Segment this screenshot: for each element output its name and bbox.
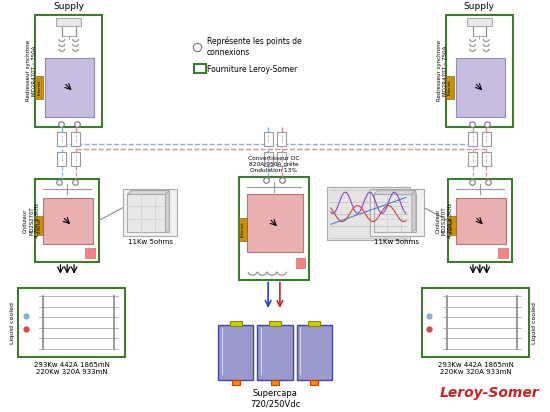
Bar <box>18 288 125 357</box>
Bar <box>123 189 177 236</box>
Text: Supply: Supply <box>464 2 495 11</box>
Bar <box>264 152 273 166</box>
Bar <box>232 380 240 385</box>
Bar <box>246 194 304 252</box>
Text: Ethernet: Ethernet <box>37 80 41 96</box>
Text: 11Kw 5ohms: 11Kw 5ohms <box>128 239 173 246</box>
Text: Leroy-Somer: Leroy-Somer <box>439 386 539 400</box>
Bar <box>257 325 293 380</box>
Bar <box>448 216 456 234</box>
Bar <box>446 76 454 99</box>
Bar <box>482 132 491 145</box>
Text: Ethernet: Ethernet <box>241 222 245 237</box>
Text: Liquid cooled: Liquid cooled <box>10 302 15 344</box>
Bar <box>277 152 286 166</box>
Bar <box>71 152 80 166</box>
Bar <box>57 152 66 166</box>
Bar <box>446 14 513 127</box>
Bar <box>498 248 508 258</box>
Text: Ethernet: Ethernet <box>450 218 454 233</box>
Text: Fourniture Leroy-Somer: Fourniture Leroy-Somer <box>207 65 297 74</box>
Bar <box>56 19 81 26</box>
Bar <box>57 132 66 145</box>
Bar <box>422 288 529 357</box>
Bar <box>35 179 99 262</box>
Bar <box>85 248 95 258</box>
Bar <box>456 199 506 244</box>
Bar <box>45 58 94 117</box>
Bar <box>71 132 80 145</box>
Bar <box>374 194 416 232</box>
Bar <box>35 14 102 127</box>
Bar <box>35 76 43 99</box>
Text: 11Kw 5ohms: 11Kw 5ohms <box>374 239 419 246</box>
Text: Supply: Supply <box>53 2 84 11</box>
Bar <box>218 325 254 380</box>
Bar <box>35 216 43 234</box>
Bar <box>482 152 491 166</box>
Bar <box>230 321 242 326</box>
Bar <box>308 321 320 326</box>
Bar <box>468 132 477 145</box>
Bar <box>277 132 286 145</box>
Bar <box>296 325 332 380</box>
Bar <box>456 58 505 117</box>
Bar <box>128 194 169 232</box>
Text: Onduleur
MD2S270T
4,70A à 3KHz: Onduleur MD2S270T 4,70A à 3KHz <box>23 203 40 238</box>
Bar <box>327 187 410 241</box>
Text: Onduleur
MD2S270T
4,70A à 3KHz: Onduleur MD2S270T 4,70A à 3KHz <box>436 203 453 238</box>
Text: Ethernet: Ethernet <box>37 218 41 233</box>
Text: Convertisseur DC
820A/950A crête
Ondulation 13%: Convertisseur DC 820A/950A crête Ondulat… <box>248 157 300 173</box>
Bar <box>269 321 281 326</box>
Bar <box>239 177 309 280</box>
Bar <box>466 19 492 26</box>
Text: Ethernet: Ethernet <box>448 80 452 96</box>
Bar <box>194 64 206 73</box>
Bar <box>43 199 93 244</box>
Text: 293Kw 442A 1865mN
220Kw 320A 933mN: 293Kw 442A 1865mN 220Kw 320A 933mN <box>34 362 109 375</box>
Bar <box>448 179 512 262</box>
Bar <box>264 132 273 145</box>
Text: Représente les points de
connexions: Représente les points de connexions <box>207 37 301 57</box>
Text: Redresseur synchrone
MD2R470T – 750A: Redresseur synchrone MD2R470T – 750A <box>437 40 448 101</box>
Bar <box>295 258 305 268</box>
Text: 293Kw 442A 1865mN
220Kw 320A 933mN: 293Kw 442A 1865mN 220Kw 320A 933mN <box>437 362 513 375</box>
Text: Redresseur synchrone
MD2R470T – 750A: Redresseur synchrone MD2R470T – 750A <box>26 40 37 101</box>
Text: Liquid cooled: Liquid cooled <box>532 302 537 344</box>
Bar <box>239 218 246 241</box>
Text: Supercapa
720/250Vdc: Supercapa 720/250Vdc <box>250 389 300 408</box>
Bar <box>271 380 279 385</box>
Bar <box>370 189 424 236</box>
Polygon shape <box>374 191 416 194</box>
Polygon shape <box>166 191 169 232</box>
Bar <box>310 380 318 385</box>
Polygon shape <box>128 191 169 194</box>
Polygon shape <box>412 191 416 232</box>
Bar <box>468 152 477 166</box>
